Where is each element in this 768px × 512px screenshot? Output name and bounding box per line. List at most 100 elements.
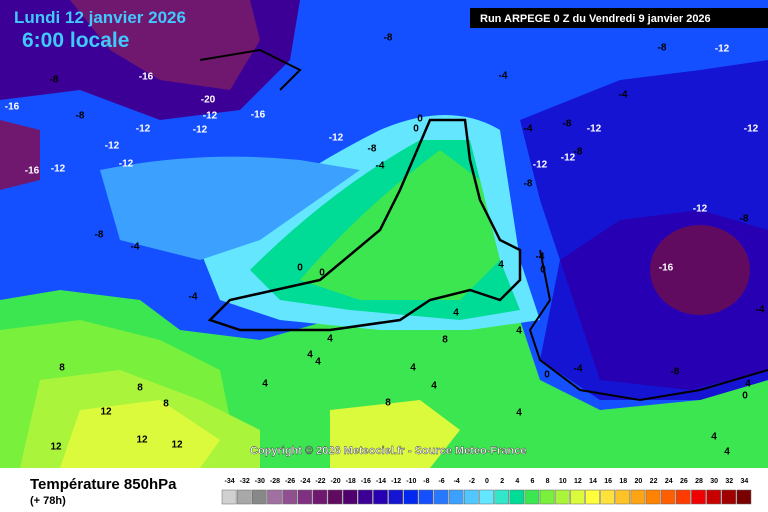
color-scale: -34 -32 -30 -28 -26 -24 -22 -20 -18 -16 -14 -12 -10-… [221, 478, 752, 505]
scale-label: 12 [574, 478, 582, 485]
map-label: -12 [693, 204, 708, 215]
scale-label: -12 [391, 478, 401, 485]
map-label: 12 [171, 440, 183, 451]
scale-label: -22 [315, 478, 325, 485]
map-label: 0 [417, 114, 423, 125]
map-label: -12 [136, 124, 151, 135]
footer-title: Température 850hPa [30, 476, 177, 493]
scale-swatch [660, 489, 676, 505]
map-label: -12 [105, 141, 120, 152]
scale-label: -28 [270, 478, 280, 485]
footer-lead: (+ 78h) [30, 495, 66, 507]
scale-swatch [706, 489, 721, 505]
map-label: -12 [561, 153, 576, 164]
map-label: -8 [671, 367, 680, 378]
map-label: -4 [619, 90, 628, 101]
map-label: 4 [711, 432, 717, 443]
map-label: 8 [163, 399, 169, 410]
map-label: -16 [659, 263, 674, 274]
scale-label: -30 [255, 478, 265, 485]
scale-swatch [267, 489, 282, 505]
map-label: -12 [119, 159, 134, 170]
map-label: 4 [410, 363, 416, 374]
map-label: -4 [574, 364, 583, 375]
scale-swatch [403, 489, 419, 505]
map-label: 0 [540, 265, 546, 276]
scale-label: 16 [604, 478, 612, 485]
map-label: -4 [189, 292, 198, 303]
scale-label: 8 [546, 478, 550, 485]
map-label: -8 [76, 111, 85, 122]
map-label: 4 [724, 447, 730, 458]
map-label: 8 [137, 383, 143, 394]
map-label: -8 [574, 147, 583, 158]
map-label: -8 [368, 144, 377, 155]
scale-swatch [448, 489, 464, 505]
scale-swatch [524, 489, 540, 505]
scale-label: -34 [225, 478, 235, 485]
run-info: Run ARPEGE 0 Z du Vendredi 9 janvier 202… [480, 13, 711, 25]
scale-swatch [630, 489, 646, 505]
map-label: 4 [516, 326, 522, 337]
map-label: -16 [25, 166, 40, 177]
scale-swatch [615, 489, 631, 505]
scale-label: -4 [454, 478, 460, 485]
scale-label: -18 [346, 478, 356, 485]
copyright: Copyright © 2026 Meteociel.fr - Source M… [250, 445, 526, 457]
scale-swatch [388, 489, 403, 505]
map-label: 0 [742, 391, 748, 402]
scale-swatch [736, 489, 752, 505]
scale-label: -24 [300, 478, 310, 485]
scale-swatch [539, 489, 555, 505]
map-label: 0 [544, 370, 550, 381]
map-label: -4 [524, 124, 533, 135]
scale-label: 24 [665, 478, 673, 485]
map-label: -4 [376, 161, 385, 172]
scale-label: -14 [376, 478, 386, 485]
map-label: -4 [536, 252, 545, 263]
map-label: 0 [319, 268, 325, 279]
map-label: -8 [740, 214, 749, 225]
scale-swatch [570, 489, 585, 505]
scale-swatch [358, 489, 373, 505]
map-label: 4 [315, 357, 321, 368]
scale-label: -16 [361, 478, 371, 485]
scale-label: 18 [619, 478, 627, 485]
map-label: 8 [385, 398, 391, 409]
scale-swatch [509, 489, 525, 505]
map-label: 12 [50, 442, 62, 453]
scale-label: 28 [695, 478, 703, 485]
scale-swatch [645, 489, 661, 505]
map-label: -4 [756, 305, 765, 316]
map-label: -12 [51, 164, 66, 175]
time: 6:00 locale [22, 29, 129, 52]
map-label: 12 [136, 435, 148, 446]
map-label: -20 [201, 95, 216, 106]
map-label: 4 [307, 350, 313, 361]
map-label: -12 [587, 124, 602, 135]
scale-swatch [600, 489, 615, 505]
map-label: -16 [251, 110, 266, 121]
scale-swatch [676, 489, 691, 505]
map-label: -12 [329, 133, 344, 144]
scale-label: 20 [635, 478, 643, 485]
scale-label: 0 [485, 478, 489, 485]
date: Lundi 12 janvier 2026 [14, 8, 186, 27]
scale-label: 30 [710, 478, 718, 485]
map-label: -8 [50, 75, 59, 86]
scale-label: -2 [469, 478, 475, 485]
map-background [0, 0, 768, 468]
scale-swatch [282, 489, 297, 505]
scale-swatch [252, 489, 267, 505]
scale-swatch [418, 489, 434, 505]
scale-swatch [464, 489, 479, 505]
scale-label: 26 [680, 478, 688, 485]
map-label: -12 [203, 111, 218, 122]
map-label: 0 [413, 124, 419, 135]
scale-swatch [312, 489, 328, 505]
scale-swatch [236, 489, 252, 505]
map-label: -12 [715, 44, 730, 55]
scale-label: -32 [240, 478, 250, 485]
scale-swatch [554, 489, 570, 505]
